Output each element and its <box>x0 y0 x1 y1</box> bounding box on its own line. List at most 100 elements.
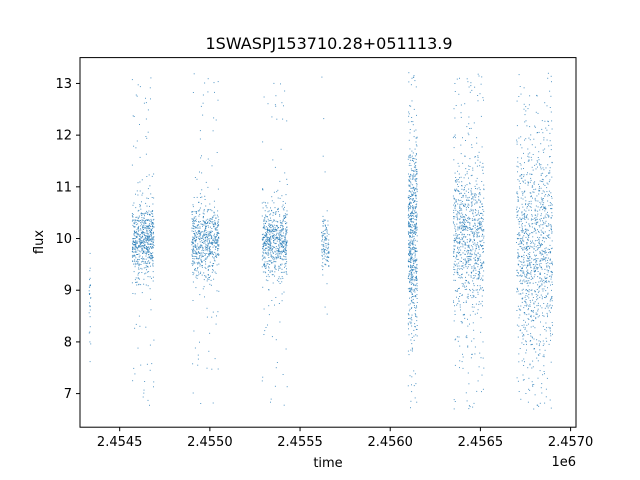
data-point <box>466 335 468 337</box>
data-point <box>136 243 138 244</box>
data-point <box>541 284 543 286</box>
data-point <box>456 235 458 237</box>
data-point <box>416 178 418 180</box>
data-point <box>145 136 147 137</box>
data-point <box>134 248 136 250</box>
data-point <box>457 190 459 192</box>
data-point <box>544 120 546 122</box>
data-point <box>321 244 323 246</box>
data-point <box>476 226 478 228</box>
data-point <box>482 251 484 252</box>
data-point <box>530 275 532 277</box>
data-point <box>215 256 217 258</box>
data-point <box>321 240 323 242</box>
data-point <box>531 289 533 291</box>
data-point <box>134 252 136 253</box>
data-point <box>269 229 271 231</box>
data-point <box>90 285 91 287</box>
data-point <box>549 267 551 269</box>
data-point <box>538 193 540 195</box>
data-point <box>526 330 528 332</box>
data-point <box>210 221 212 223</box>
data-point <box>546 254 548 256</box>
data-point <box>152 236 154 238</box>
data-point <box>273 259 275 261</box>
data-point <box>266 275 268 277</box>
data-point <box>531 381 533 383</box>
data-point <box>264 210 266 212</box>
data-point <box>532 366 534 368</box>
data-point <box>322 215 324 217</box>
data-point <box>192 264 194 266</box>
data-point <box>192 251 194 252</box>
data-point <box>193 73 195 75</box>
data-point <box>535 205 537 207</box>
data-point <box>525 301 527 303</box>
data-point <box>414 80 416 82</box>
data-point <box>460 153 462 155</box>
data-point <box>470 175 472 177</box>
data-point <box>280 225 282 227</box>
data-point <box>410 215 411 217</box>
data-point <box>550 339 551 341</box>
data-point <box>540 143 542 145</box>
data-point <box>207 209 208 211</box>
data-point <box>479 194 481 196</box>
data-point <box>525 341 527 343</box>
data-point <box>481 246 482 247</box>
data-point <box>268 210 270 212</box>
data-point <box>550 208 551 210</box>
data-point <box>523 257 525 259</box>
data-point <box>270 251 272 253</box>
data-point <box>409 235 411 237</box>
data-point <box>146 197 148 199</box>
data-point <box>477 232 479 234</box>
data-point <box>191 249 193 250</box>
data-point <box>278 239 279 240</box>
data-point <box>144 228 146 230</box>
data-point <box>459 240 461 242</box>
data-point <box>411 307 412 309</box>
data-point <box>477 155 479 157</box>
data-point <box>412 206 414 208</box>
data-point <box>409 190 411 192</box>
data-point <box>531 232 533 234</box>
data-point <box>149 404 150 406</box>
data-point <box>144 222 146 224</box>
data-point <box>411 150 413 152</box>
data-point <box>151 244 153 246</box>
data-point <box>143 258 145 260</box>
data-point <box>322 155 324 157</box>
data-point <box>209 246 211 248</box>
data-point <box>525 289 527 291</box>
data-point <box>204 296 205 298</box>
data-point <box>148 256 150 258</box>
data-point <box>134 247 136 249</box>
data-point <box>209 261 211 263</box>
data-point <box>527 318 529 320</box>
data-point <box>89 270 91 272</box>
data-point <box>462 353 463 355</box>
data-point <box>284 213 286 215</box>
data-point <box>132 115 134 117</box>
data-point <box>150 98 151 100</box>
data-point <box>192 227 194 229</box>
data-point <box>531 258 533 260</box>
data-point <box>471 201 473 203</box>
data-point <box>409 132 411 134</box>
data-point <box>412 121 414 123</box>
data-point <box>265 202 266 204</box>
data-point <box>415 161 417 163</box>
data-point <box>527 265 529 267</box>
data-point <box>211 251 213 253</box>
data-point <box>327 255 329 257</box>
data-point <box>408 155 410 157</box>
data-point <box>549 275 550 277</box>
data-point <box>135 236 137 238</box>
data-point <box>278 233 280 235</box>
data-point <box>521 332 523 334</box>
data-point <box>416 271 418 272</box>
data-point <box>527 401 529 403</box>
data-point <box>196 249 198 251</box>
